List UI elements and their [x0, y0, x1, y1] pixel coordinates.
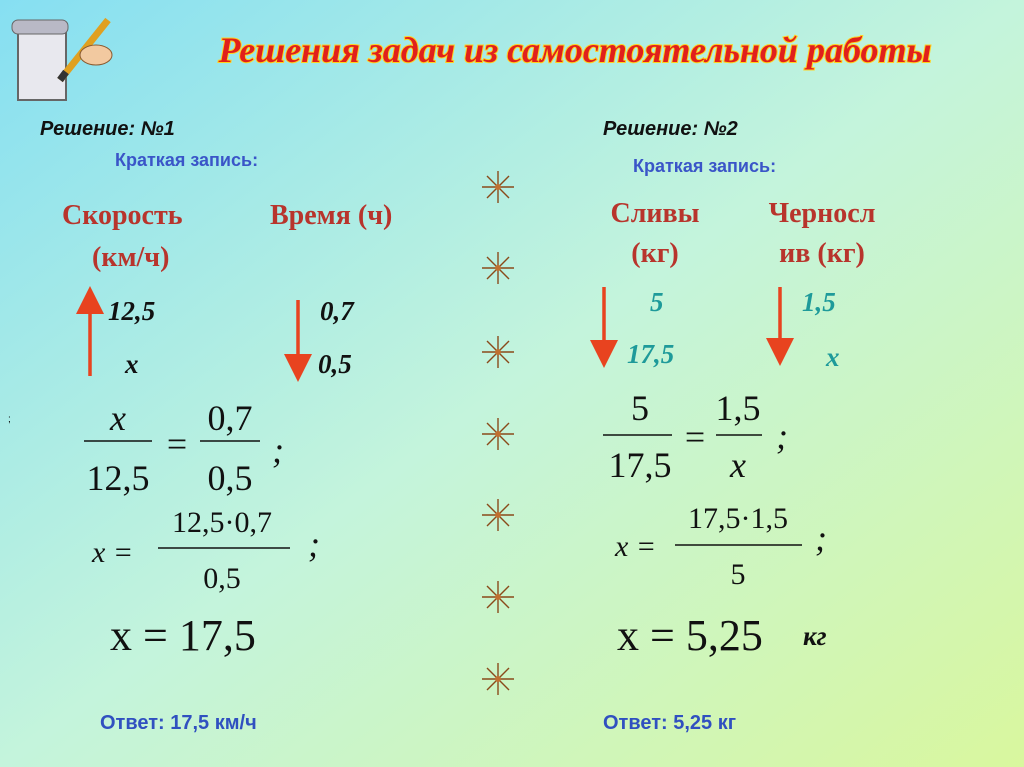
denominator: 5	[731, 558, 746, 591]
denominator: 0,5	[203, 562, 241, 595]
column-header: Сливы	[610, 198, 699, 229]
stray-mark: ;	[8, 414, 11, 425]
heading: Решение: №1	[40, 118, 175, 140]
value: 17,5	[627, 339, 674, 369]
numerator: 0,7	[208, 398, 253, 438]
value: 5	[650, 287, 664, 317]
numerator: 12,5·0,7	[172, 506, 272, 539]
value: 0,5	[318, 349, 352, 379]
note: Краткая запись:	[633, 156, 776, 176]
numerator: 1,5	[716, 388, 761, 428]
denominator: 12,5	[87, 458, 150, 498]
column-header: Черносл	[769, 198, 876, 229]
denominator: x	[729, 445, 746, 485]
value: 1,5	[802, 287, 836, 317]
title: Решения задач из самостоятельной работы	[218, 30, 932, 70]
operator: =	[167, 424, 187, 464]
separator: ;	[272, 430, 284, 470]
denominator: 0,5	[208, 458, 253, 498]
answer: Ответ: 5,25 кг	[603, 712, 736, 734]
value: x	[825, 342, 840, 372]
column-header: ив (кг)	[779, 238, 865, 269]
unit: кг	[803, 621, 827, 651]
denominator: 17,5	[609, 445, 672, 485]
value: 12,5	[108, 296, 155, 326]
operator: =	[685, 417, 705, 457]
equation-lhs: x =	[91, 536, 133, 569]
value: 0,7	[320, 296, 355, 326]
numerator: 5	[631, 388, 649, 428]
value: x	[124, 349, 139, 379]
scroll-icon	[11, 17, 113, 101]
column-header: Скорость	[62, 200, 183, 231]
column-header: (км/ч)	[92, 242, 169, 273]
numerator: x	[109, 398, 126, 438]
separator: ;	[776, 416, 788, 456]
heading: Решение: №2	[603, 118, 738, 140]
result: x = 17,5	[110, 611, 256, 660]
result: x = 5,25	[617, 611, 763, 660]
separator: ;	[308, 524, 320, 564]
separator: ;	[815, 518, 827, 558]
note: Краткая запись:	[115, 150, 258, 170]
column-header: (кг)	[631, 238, 679, 269]
column-header: Время (ч)	[270, 200, 392, 231]
numerator: 17,5·1,5	[688, 502, 788, 535]
equation-lhs: x =	[614, 530, 656, 563]
answer: Ответ: 17,5 км/ч	[100, 712, 257, 734]
